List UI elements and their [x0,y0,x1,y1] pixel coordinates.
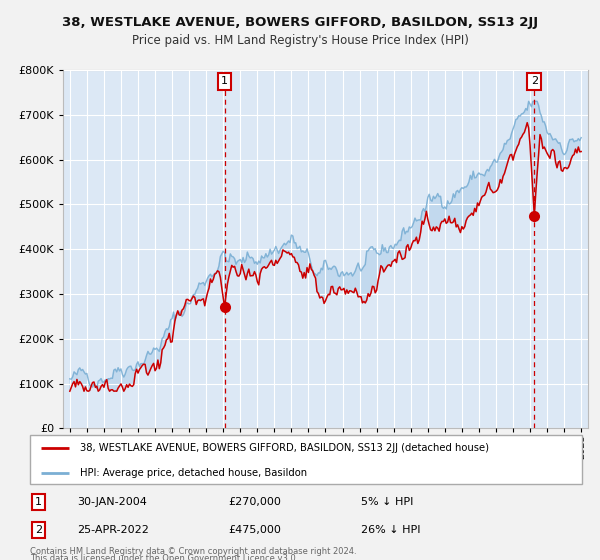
Text: £270,000: £270,000 [229,497,281,507]
Text: 30-JAN-2004: 30-JAN-2004 [77,497,147,507]
Text: 1: 1 [221,76,228,86]
Text: Price paid vs. HM Land Registry's House Price Index (HPI): Price paid vs. HM Land Registry's House … [131,34,469,46]
Text: 2: 2 [531,76,538,86]
Text: 38, WESTLAKE AVENUE, BOWERS GIFFORD, BASILDON, SS13 2JJ (detached house): 38, WESTLAKE AVENUE, BOWERS GIFFORD, BAS… [80,444,488,454]
Text: This data is licensed under the Open Government Licence v3.0.: This data is licensed under the Open Gov… [30,554,298,560]
Text: £475,000: £475,000 [229,525,281,535]
Text: 38, WESTLAKE AVENUE, BOWERS GIFFORD, BASILDON, SS13 2JJ: 38, WESTLAKE AVENUE, BOWERS GIFFORD, BAS… [62,16,538,29]
Text: 25-APR-2022: 25-APR-2022 [77,525,149,535]
Text: HPI: Average price, detached house, Basildon: HPI: Average price, detached house, Basi… [80,468,307,478]
Text: 5% ↓ HPI: 5% ↓ HPI [361,497,413,507]
Text: 26% ↓ HPI: 26% ↓ HPI [361,525,421,535]
Text: 2: 2 [35,525,42,535]
Text: Contains HM Land Registry data © Crown copyright and database right 2024.: Contains HM Land Registry data © Crown c… [30,547,356,556]
Text: 1: 1 [35,497,42,507]
